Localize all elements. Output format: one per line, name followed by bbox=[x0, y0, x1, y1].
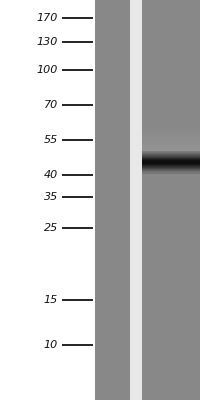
Bar bbox=[200, 0, 204, 400]
Bar bbox=[142, 164, 200, 165]
Bar bbox=[142, 142, 200, 144]
Bar bbox=[142, 168, 200, 169]
Bar bbox=[142, 152, 200, 153]
Text: 130: 130 bbox=[37, 37, 58, 47]
Bar bbox=[142, 166, 200, 167]
Text: 100: 100 bbox=[37, 65, 58, 75]
Bar bbox=[142, 157, 200, 158]
Bar bbox=[142, 130, 200, 132]
Bar bbox=[142, 153, 200, 154]
Bar bbox=[142, 154, 200, 155]
Bar bbox=[142, 160, 200, 161]
Text: 25: 25 bbox=[44, 223, 58, 233]
Bar bbox=[142, 148, 200, 150]
Bar bbox=[142, 169, 200, 170]
Bar bbox=[142, 138, 200, 139]
Bar bbox=[142, 145, 200, 146]
Bar bbox=[142, 0, 200, 400]
Bar bbox=[142, 165, 200, 166]
Bar bbox=[142, 159, 200, 160]
Bar bbox=[142, 136, 200, 138]
Text: 40: 40 bbox=[44, 170, 58, 180]
Bar bbox=[142, 150, 200, 151]
Text: 70: 70 bbox=[44, 100, 58, 110]
Bar bbox=[142, 167, 200, 168]
Bar bbox=[142, 146, 200, 148]
Bar bbox=[142, 162, 200, 164]
Bar bbox=[142, 153, 200, 154]
Text: 35: 35 bbox=[44, 192, 58, 202]
Bar bbox=[142, 139, 200, 140]
Bar bbox=[142, 158, 200, 159]
Bar bbox=[142, 154, 200, 155]
Bar bbox=[142, 159, 200, 160]
Bar bbox=[142, 156, 200, 157]
Bar bbox=[142, 151, 200, 152]
Bar bbox=[142, 170, 200, 171]
Bar bbox=[142, 165, 200, 166]
Bar bbox=[142, 162, 200, 163]
Bar bbox=[142, 172, 200, 173]
Bar bbox=[142, 164, 200, 165]
Text: 55: 55 bbox=[44, 135, 58, 145]
Bar bbox=[142, 163, 200, 164]
Bar bbox=[142, 171, 200, 172]
Bar bbox=[142, 172, 200, 174]
Text: 170: 170 bbox=[37, 13, 58, 23]
Bar bbox=[142, 156, 200, 158]
Text: 10: 10 bbox=[44, 340, 58, 350]
Bar bbox=[142, 144, 200, 145]
Bar bbox=[142, 158, 200, 159]
Bar bbox=[130, 0, 142, 400]
Bar bbox=[142, 166, 200, 168]
Bar bbox=[95, 0, 130, 400]
Bar bbox=[142, 134, 200, 136]
Bar bbox=[142, 152, 200, 153]
Bar bbox=[142, 128, 200, 130]
Bar bbox=[142, 169, 200, 170]
Bar bbox=[142, 171, 200, 172]
Bar bbox=[142, 133, 200, 134]
Bar bbox=[142, 160, 200, 161]
Bar bbox=[142, 155, 200, 156]
Bar bbox=[142, 161, 200, 162]
Bar bbox=[142, 155, 200, 156]
Text: 15: 15 bbox=[44, 295, 58, 305]
Bar bbox=[142, 132, 200, 133]
Bar bbox=[142, 140, 200, 142]
Bar bbox=[142, 170, 200, 171]
